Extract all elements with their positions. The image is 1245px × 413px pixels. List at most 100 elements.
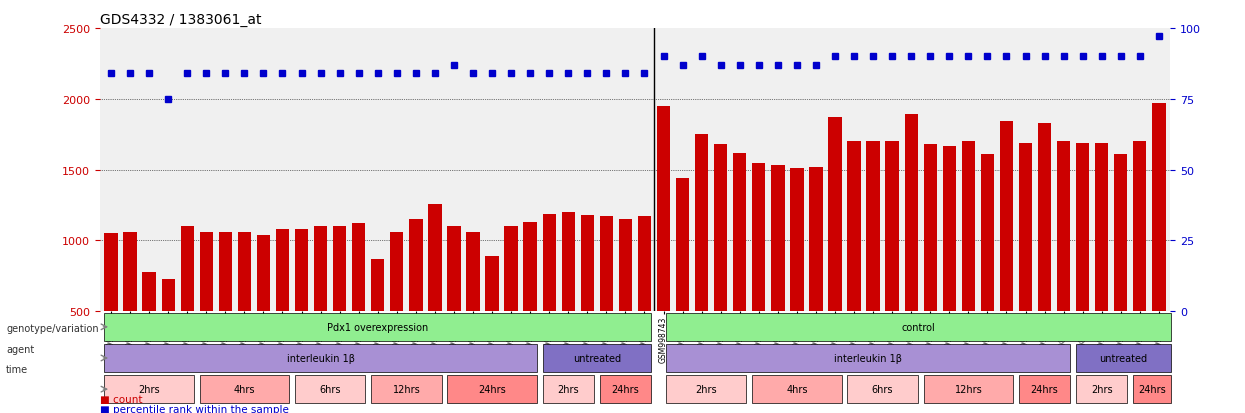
Text: 6hrs: 6hrs xyxy=(872,384,894,394)
Bar xyxy=(238,233,251,382)
Bar xyxy=(543,214,555,382)
Bar xyxy=(295,230,309,382)
Bar xyxy=(637,217,651,382)
Bar xyxy=(867,142,880,382)
Text: agent: agent xyxy=(6,344,35,354)
Text: control: control xyxy=(901,322,936,332)
Bar xyxy=(924,145,937,382)
FancyBboxPatch shape xyxy=(600,375,651,403)
Bar xyxy=(752,163,766,382)
Text: Pdx1 overexpression: Pdx1 overexpression xyxy=(327,322,428,332)
FancyBboxPatch shape xyxy=(666,375,747,403)
FancyBboxPatch shape xyxy=(666,313,1172,341)
FancyBboxPatch shape xyxy=(447,375,537,403)
FancyBboxPatch shape xyxy=(1018,375,1071,403)
Text: 2hrs: 2hrs xyxy=(1091,384,1113,394)
Text: interleukin 1β: interleukin 1β xyxy=(286,353,355,363)
Text: 2hrs: 2hrs xyxy=(138,384,159,394)
Bar xyxy=(1057,142,1071,382)
Bar xyxy=(828,118,842,382)
Bar xyxy=(1000,122,1013,382)
FancyBboxPatch shape xyxy=(105,344,537,372)
Bar xyxy=(1133,142,1147,382)
Text: ■ percentile rank within the sample: ■ percentile rank within the sample xyxy=(100,404,289,413)
Bar xyxy=(219,233,232,382)
Bar xyxy=(199,233,213,382)
Bar xyxy=(791,169,803,382)
FancyBboxPatch shape xyxy=(1076,344,1172,372)
FancyBboxPatch shape xyxy=(1076,375,1128,403)
Text: 12hrs: 12hrs xyxy=(955,384,982,394)
Text: genotype/variation: genotype/variation xyxy=(6,323,98,333)
Bar xyxy=(332,227,346,382)
Bar xyxy=(809,167,823,382)
Bar xyxy=(181,227,194,382)
FancyBboxPatch shape xyxy=(543,375,594,403)
FancyBboxPatch shape xyxy=(848,375,918,403)
Bar xyxy=(885,142,899,382)
Text: 24hrs: 24hrs xyxy=(1031,384,1058,394)
Bar xyxy=(561,213,575,382)
Bar xyxy=(961,142,975,382)
Text: 4hrs: 4hrs xyxy=(234,384,255,394)
Text: 4hrs: 4hrs xyxy=(786,384,808,394)
Text: ■ count: ■ count xyxy=(100,394,142,404)
Text: 24hrs: 24hrs xyxy=(478,384,505,394)
FancyBboxPatch shape xyxy=(199,375,289,403)
Text: 2hrs: 2hrs xyxy=(558,384,579,394)
Bar xyxy=(276,230,289,382)
Bar xyxy=(256,235,270,382)
Bar xyxy=(486,256,499,382)
Text: 2hrs: 2hrs xyxy=(696,384,717,394)
FancyBboxPatch shape xyxy=(1133,375,1172,403)
Bar xyxy=(504,227,518,382)
Bar xyxy=(600,217,613,382)
Text: 24hrs: 24hrs xyxy=(1138,384,1167,394)
Bar xyxy=(905,115,918,382)
FancyBboxPatch shape xyxy=(924,375,1013,403)
Bar xyxy=(771,166,784,382)
Bar xyxy=(371,259,385,382)
Bar xyxy=(123,233,137,382)
Bar xyxy=(1096,143,1108,382)
Bar xyxy=(657,107,670,382)
FancyBboxPatch shape xyxy=(666,344,1071,372)
Bar xyxy=(942,146,956,382)
Text: 12hrs: 12hrs xyxy=(392,384,421,394)
Bar xyxy=(1018,143,1032,382)
Text: interleukin 1β: interleukin 1β xyxy=(834,353,903,363)
Bar xyxy=(105,234,118,382)
Bar xyxy=(428,204,442,382)
Bar xyxy=(162,279,174,382)
Text: GDS4332 / 1383061_at: GDS4332 / 1383061_at xyxy=(100,12,261,26)
Text: untreated: untreated xyxy=(573,353,621,363)
Bar xyxy=(848,142,860,382)
Bar xyxy=(390,233,403,382)
FancyBboxPatch shape xyxy=(105,375,194,403)
Bar xyxy=(619,220,632,382)
Bar xyxy=(733,153,747,382)
Bar xyxy=(314,227,327,382)
Text: time: time xyxy=(6,364,29,374)
Text: untreated: untreated xyxy=(1099,353,1148,363)
Bar xyxy=(352,224,365,382)
Bar xyxy=(580,216,594,382)
FancyBboxPatch shape xyxy=(295,375,365,403)
Bar xyxy=(523,223,537,382)
FancyBboxPatch shape xyxy=(543,344,651,372)
FancyBboxPatch shape xyxy=(371,375,442,403)
Bar xyxy=(981,154,994,382)
Bar xyxy=(695,135,708,382)
Bar xyxy=(1076,143,1089,382)
Bar xyxy=(1038,123,1051,382)
Bar xyxy=(715,145,727,382)
Bar xyxy=(1114,154,1128,382)
Bar xyxy=(447,227,461,382)
Bar xyxy=(676,179,690,382)
Bar xyxy=(410,220,422,382)
FancyBboxPatch shape xyxy=(752,375,842,403)
Text: 6hrs: 6hrs xyxy=(320,384,341,394)
Text: 24hrs: 24hrs xyxy=(611,384,639,394)
Bar xyxy=(142,272,156,382)
FancyBboxPatch shape xyxy=(105,313,651,341)
